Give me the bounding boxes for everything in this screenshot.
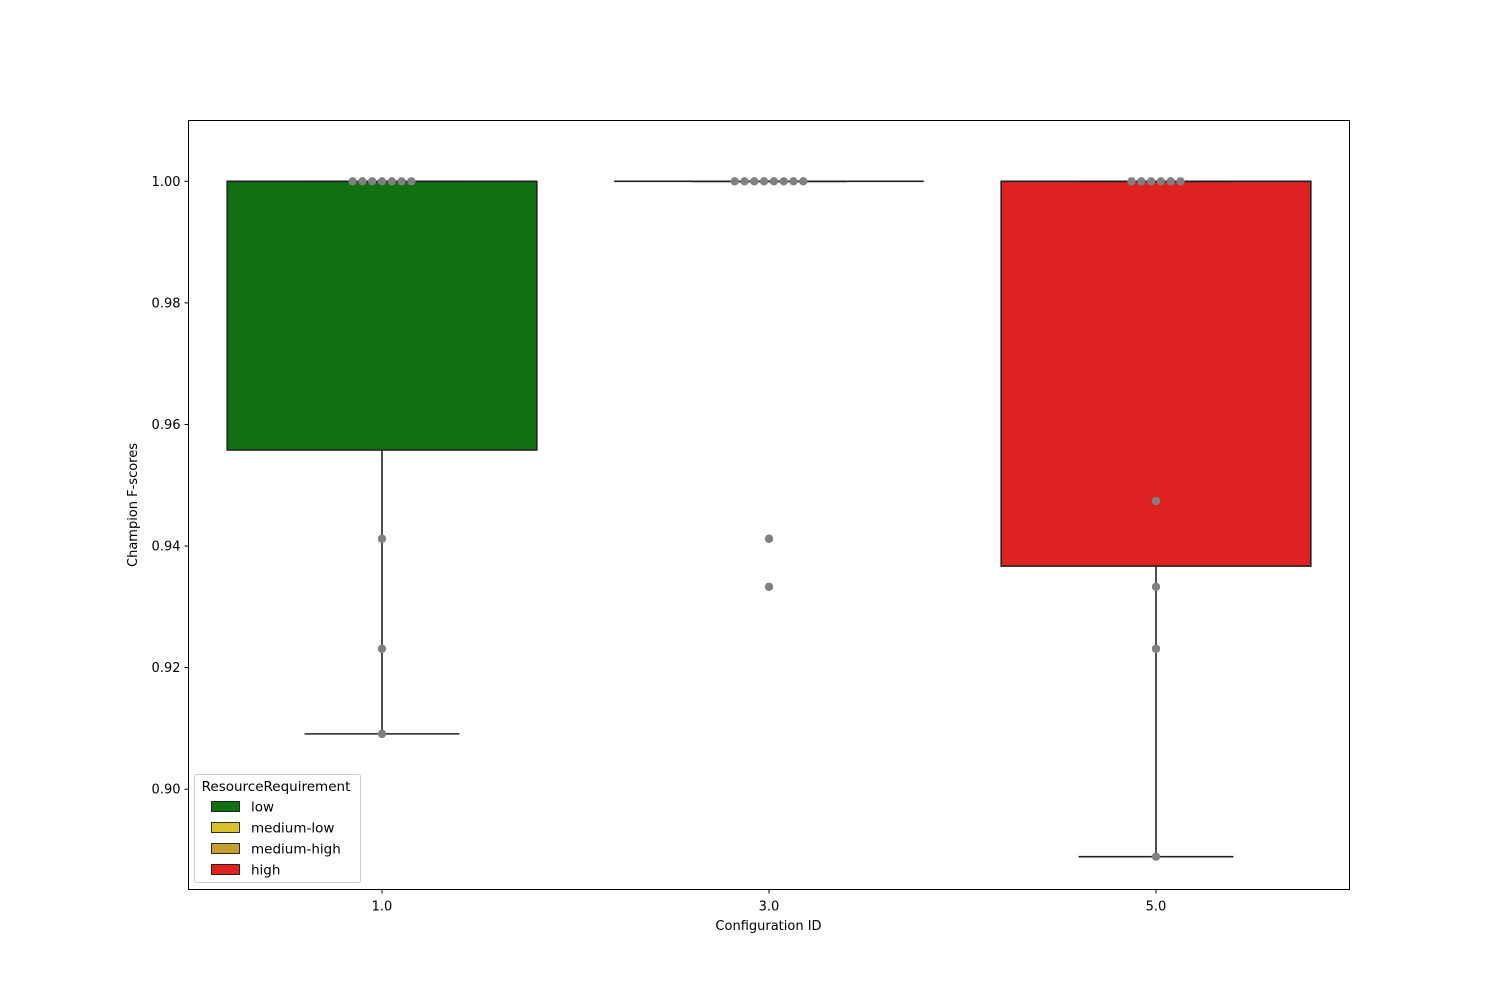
box-group — [614, 177, 924, 591]
legend-title: ResourceRequirement — [202, 779, 351, 795]
box-group — [226, 177, 538, 739]
y-tick-label: 0.94 — [152, 540, 181, 555]
data-point — [769, 177, 779, 186]
x-tick-label: 3.0 — [759, 900, 780, 915]
box-high — [1000, 180, 1312, 567]
data-point — [377, 534, 387, 543]
data-point — [1166, 177, 1175, 186]
data-point — [377, 729, 387, 739]
data-point — [348, 177, 357, 186]
x-tick-label: 1.0 — [372, 900, 393, 915]
y-tick-label: 0.96 — [152, 418, 181, 433]
legend-label-low: low — [251, 800, 274, 816]
data-point — [1137, 177, 1146, 186]
y-tick-label: 1.00 — [152, 175, 181, 190]
data-point — [407, 177, 416, 186]
data-point — [377, 644, 387, 653]
x-axis-label: Configuration ID — [715, 919, 821, 934]
data-point — [1151, 582, 1161, 591]
data-point — [764, 534, 774, 543]
legend-swatch-high — [211, 864, 240, 875]
legend: ResourceRequirement low medium-low medium-… — [194, 774, 361, 883]
data-point — [1151, 496, 1161, 506]
y-axis-label: Champion F-scores — [126, 443, 141, 567]
box-group — [1000, 177, 1312, 861]
data-point — [387, 177, 396, 186]
data-point — [1156, 177, 1166, 186]
legend-label-high: high — [251, 863, 280, 879]
x-tick-label: 5.0 — [1146, 900, 1167, 915]
legend-label-medium-low: medium-low — [251, 821, 334, 837]
data-point — [1146, 177, 1156, 186]
data-point — [368, 177, 377, 186]
data-point — [779, 177, 788, 186]
data-point — [358, 177, 367, 186]
plot-elements — [226, 177, 1312, 861]
data-point — [377, 177, 387, 186]
legend-swatch-medium-high — [211, 843, 240, 854]
y-tick-label: 0.98 — [152, 296, 181, 311]
data-point — [1151, 852, 1161, 861]
y-tick-label: 0.90 — [152, 783, 181, 798]
legend-swatch-medium-low — [211, 822, 240, 833]
data-point — [750, 177, 759, 186]
data-point — [1127, 177, 1136, 186]
data-point — [1176, 177, 1185, 186]
data-point — [730, 177, 739, 186]
data-point — [1151, 644, 1161, 653]
y-tick-label: 0.92 — [152, 661, 181, 676]
data-point — [740, 177, 749, 186]
data-point — [789, 177, 798, 186]
data-point — [759, 177, 769, 186]
data-point — [799, 177, 808, 186]
y-axis: 0.90 0.92 0.94 0.96 0.98 1.00 — [152, 175, 189, 798]
legend-label-medium-high: medium-high — [251, 842, 341, 858]
box-low — [226, 180, 538, 451]
data-point — [397, 177, 406, 186]
x-axis: 1.0 3.0 5.0 — [372, 889, 1167, 915]
legend-swatch-low — [211, 801, 240, 812]
data-point — [764, 582, 774, 591]
legend-items: low medium-low medium-high high — [211, 800, 341, 879]
